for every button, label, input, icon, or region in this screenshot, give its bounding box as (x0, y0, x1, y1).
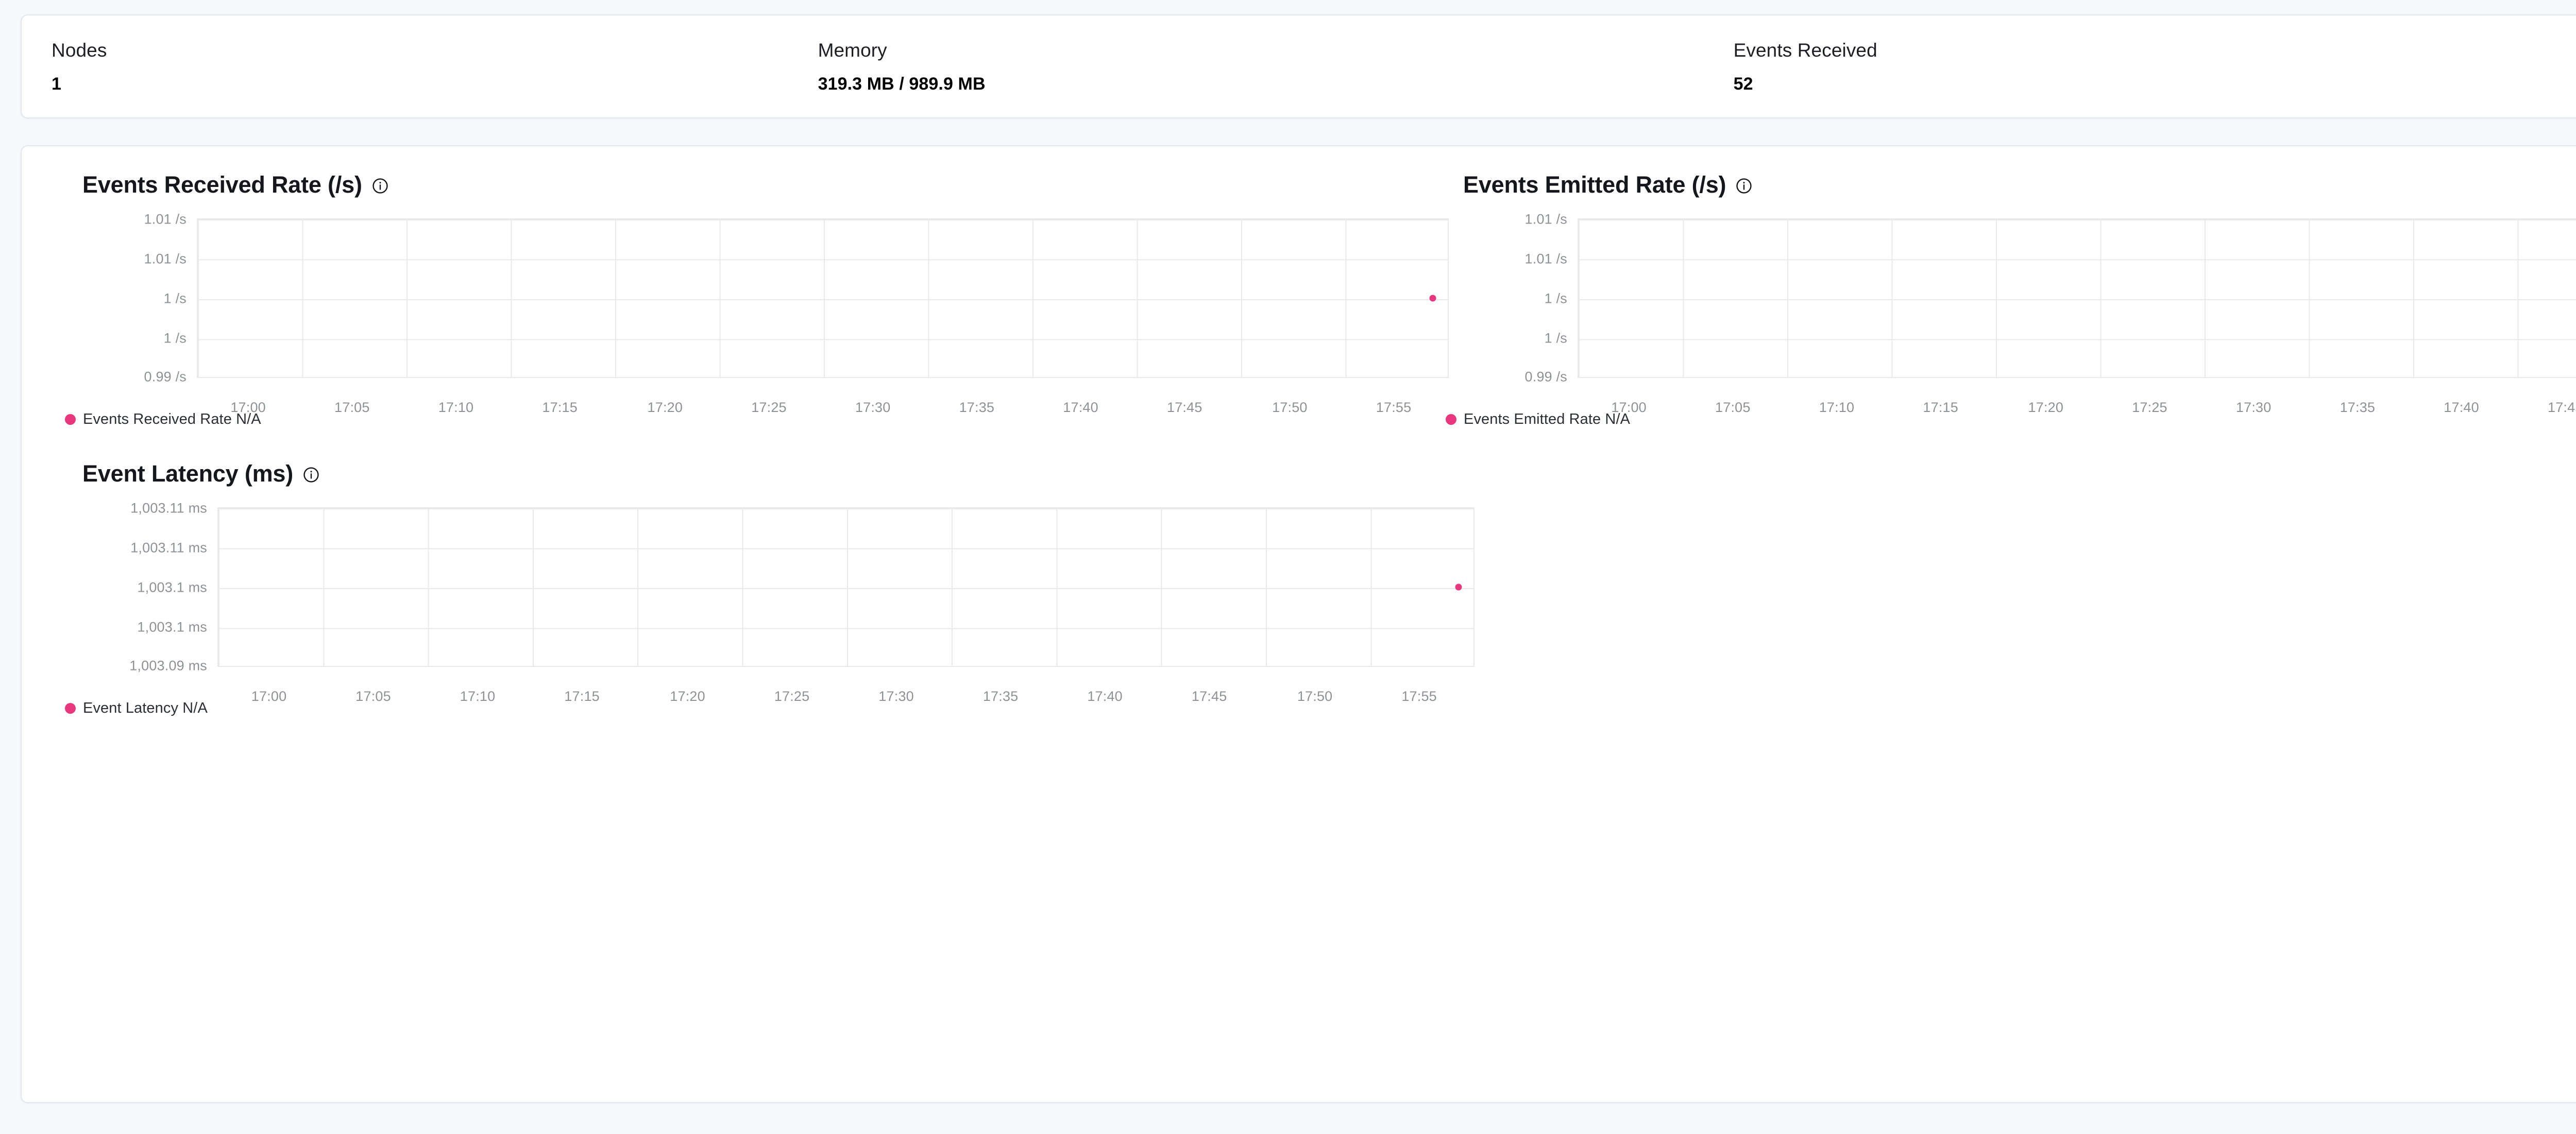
x-axis-labels: 17:00 17:05 17:10 17:15 17:20 17:25 17:3… (1578, 400, 2576, 420)
charts-card: Events Received Rate (/s) 1.01 /s 1.01 /… (21, 145, 2576, 1103)
chart-title: Events Emitted Rate (/s) (1463, 171, 1726, 198)
info-icon[interactable] (302, 466, 320, 484)
y-tick-label: 1,003.11 ms (130, 500, 207, 516)
stat-nodes: Nodes 1 (22, 39, 788, 94)
chart-title: Events Received Rate (/s) (82, 171, 362, 198)
x-tick-label: 17:15 (542, 400, 578, 415)
x-tick-label: 17:10 (1819, 400, 1855, 415)
y-tick-label: 1,003.11 ms (130, 540, 207, 556)
legend-label: Events Emitted Rate N/A (1464, 411, 1631, 427)
chart-header: Event Latency (ms) (46, 458, 1427, 490)
x-tick-label: 17:35 (982, 689, 1019, 704)
chart-header: Events Emitted Rate (/s) (1427, 169, 2576, 201)
legend-color-swatch (65, 414, 76, 425)
y-axis-labels: 1.01 /s 1.01 /s 1 /s 1 /s 0.99 /s (1427, 212, 1567, 385)
x-tick-label: 17:40 (1087, 689, 1123, 704)
x-tick-label: 17:10 (460, 689, 496, 704)
x-tick-label: 17:20 (670, 689, 705, 704)
legend-label: Events Received Rate N/A (83, 411, 261, 427)
legend-color-swatch (65, 703, 76, 714)
y-tick-label: 1 /s (163, 290, 187, 306)
stat-memory-value: 319.3 MB / 989.9 MB (818, 74, 986, 94)
y-tick-label: 1.01 /s (144, 211, 187, 227)
y-tick-label: 1 /s (1544, 330, 1567, 346)
stat-memory-label: Memory (818, 40, 887, 61)
x-axis-labels: 17:00 17:05 17:10 17:15 17:20 17:25 17:3… (217, 689, 1475, 709)
y-tick-label: 1.01 /s (144, 251, 187, 267)
plot-canvas[interactable] (1578, 218, 2576, 378)
x-tick-label: 17:15 (564, 689, 600, 704)
x-tick-label: 17:20 (2028, 400, 2064, 415)
chart-empty-slot (1427, 458, 2576, 717)
x-tick-label: 17:00 (230, 400, 266, 415)
y-tick-label: 0.99 /s (1524, 369, 1567, 385)
x-tick-label: 17:30 (855, 400, 891, 415)
x-tick-label: 17:00 (1611, 400, 1647, 415)
summary-stats-card: Nodes 1 Memory 319.3 MB / 989.9 MB Event… (21, 14, 2576, 118)
x-tick-label: 17:05 (355, 689, 391, 704)
legend-color-swatch (1446, 414, 1456, 425)
y-tick-label: 1,003.1 ms (137, 579, 207, 595)
chart-header: Events Received Rate (/s) (46, 169, 1427, 201)
x-tick-label: 17:05 (334, 400, 370, 415)
stat-events-received-value: 52 (1733, 74, 1753, 94)
y-tick-label: 1,003.09 ms (129, 658, 207, 674)
chart-plot-area: 1.01 /s 1.01 /s 1 /s 1 /s 0.99 /s 17:00 … (46, 212, 1449, 415)
stat-events-emitted: Events Emitted 49 (2568, 39, 2576, 94)
y-tick-label: 1,003.1 ms (137, 619, 207, 635)
x-tick-label: 17:15 (1923, 400, 1958, 415)
x-tick-label: 17:30 (2235, 400, 2272, 415)
x-tick-label: 17:50 (1272, 400, 1308, 415)
chart-title: Event Latency (ms) (82, 460, 294, 487)
x-tick-label: 17:10 (438, 400, 474, 415)
stat-events-received: Events Received 52 (1704, 39, 2568, 94)
charts-grid: Events Received Rate (/s) 1.01 /s 1.01 /… (46, 169, 2576, 717)
y-tick-label: 0.99 /s (144, 369, 187, 385)
plot-canvas[interactable] (197, 218, 1449, 378)
y-tick-label: 1 /s (163, 330, 187, 346)
chart-plot-area: 1,003.11 ms 1,003.11 ms 1,003.1 ms 1,003… (46, 501, 1475, 704)
x-tick-label: 17:35 (2340, 400, 2376, 415)
x-tick-label: 17:55 (1401, 689, 1437, 704)
stat-nodes-value: 1 (52, 74, 62, 94)
stat-nodes-label: Nodes (52, 40, 107, 61)
plot-canvas[interactable] (217, 507, 1475, 667)
x-tick-label: 17:05 (1715, 400, 1751, 415)
x-tick-label: 17:45 (1166, 400, 1202, 415)
x-tick-label: 17:40 (1063, 400, 1098, 415)
y-tick-label: 1.01 /s (1524, 211, 1567, 227)
data-point[interactable] (1455, 583, 1462, 591)
info-icon[interactable] (1735, 177, 1753, 195)
x-tick-label: 17:45 (1191, 689, 1227, 704)
chart-events-emitted-rate: Events Emitted Rate (/s) 1.01 /s 1.01 /s… (1427, 169, 2576, 428)
y-axis-labels: 1.01 /s 1.01 /s 1 /s 1 /s 0.99 /s (46, 212, 187, 385)
x-tick-label: 17:40 (2444, 400, 2479, 415)
x-tick-label: 17:25 (751, 400, 787, 415)
x-tick-label: 17:30 (878, 689, 914, 704)
x-tick-label: 17:50 (1297, 689, 1333, 704)
x-tick-label: 17:25 (774, 689, 810, 704)
legend-label: Event Latency N/A (83, 700, 208, 716)
x-tick-label: 17:45 (2547, 400, 2576, 415)
info-icon[interactable] (371, 177, 389, 195)
chart-legend[interactable]: Events Emitted Rate N/A (1427, 411, 2576, 428)
x-tick-label: 17:35 (959, 400, 995, 415)
y-axis-labels: 1,003.11 ms 1,003.11 ms 1,003.1 ms 1,003… (46, 501, 207, 674)
stat-memory: Memory 319.3 MB / 989.9 MB (788, 39, 1704, 94)
chart-event-latency: Event Latency (ms) 1,003.11 ms 1,003.11 … (46, 458, 1475, 717)
y-tick-label: 1 /s (1544, 290, 1567, 306)
chart-legend[interactable]: Event Latency N/A (46, 700, 1427, 717)
x-axis-labels: 17:00 17:05 17:10 17:15 17:20 17:25 17:3… (197, 400, 1449, 420)
x-tick-label: 17:55 (1376, 400, 1412, 415)
y-tick-label: 1.01 /s (1524, 251, 1567, 267)
x-tick-label: 17:00 (251, 689, 287, 704)
x-tick-label: 17:20 (647, 400, 683, 415)
chart-plot-area: 1.01 /s 1.01 /s 1 /s 1 /s 0.99 /s 17:00 … (1427, 212, 2576, 415)
stat-events-received-label: Events Received (1733, 40, 1877, 61)
x-tick-label: 17:25 (2132, 400, 2167, 415)
chart-legend[interactable]: Events Received Rate N/A (46, 411, 1427, 428)
chart-events-received-rate: Events Received Rate (/s) 1.01 /s 1.01 /… (46, 169, 1449, 428)
data-point[interactable] (1429, 295, 1436, 302)
